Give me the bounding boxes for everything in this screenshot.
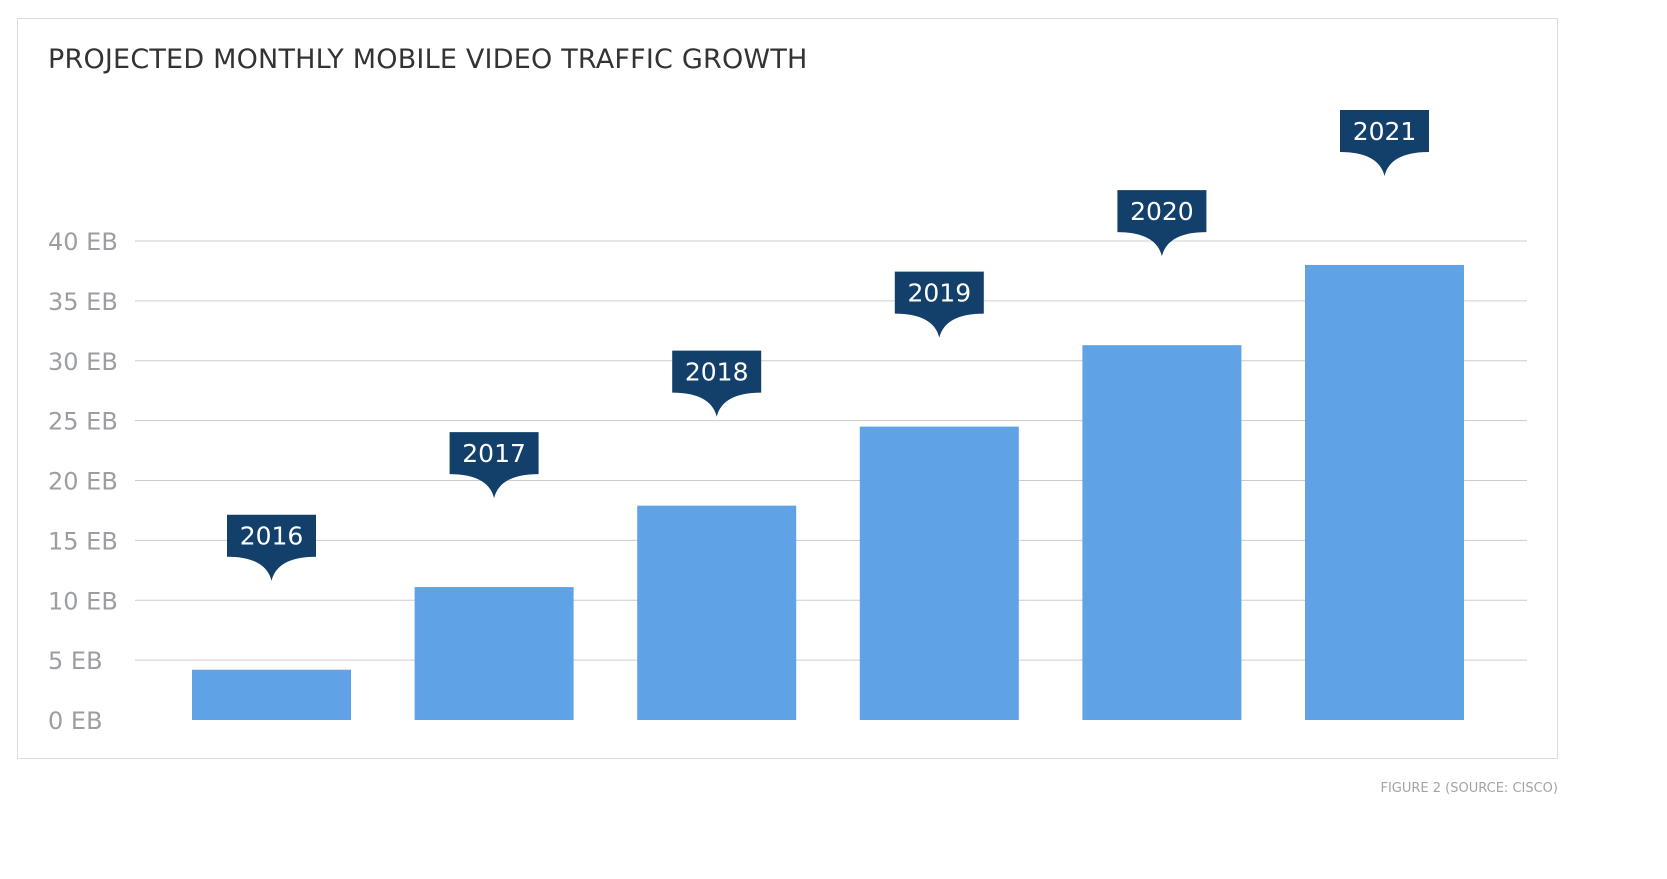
y-tick-label: 0 EB [48, 707, 103, 735]
category-label: 2017 [462, 439, 526, 468]
y-tick-label: 15 EB [48, 527, 118, 555]
callout-box-2019 [894, 271, 984, 338]
callout-box-2021 [1340, 109, 1429, 176]
bar-2019 [859, 426, 1019, 720]
gridlines [135, 240, 1527, 661]
y-axis-ticks: 0 EB 5 EB 10 EB 15 EB 20 EB 25 EB 30 EB 35 EB 40… [48, 228, 118, 735]
bars [192, 264, 1464, 720]
bar-2018 [637, 505, 797, 720]
y-tick-label: 40 EB [48, 228, 118, 256]
bar-2020 [1082, 345, 1242, 720]
figure-caption: FIGURE 2 (SOURCE: CISCO) [1380, 781, 1559, 796]
category-label: 2016 [240, 522, 304, 551]
y-tick-label: 35 EB [48, 288, 118, 316]
bar-2021 [1305, 264, 1464, 720]
category-label: 2020 [1130, 197, 1194, 226]
category-label: 2021 [1353, 117, 1417, 146]
callout-box-2020 [1117, 190, 1207, 257]
y-tick-label: 10 EB [48, 587, 118, 615]
year-callouts: 2016 2017 2018 2019 2020 2021 [227, 109, 1429, 581]
y-tick-label: 20 EB [48, 468, 118, 496]
category-label: 2019 [907, 279, 971, 308]
chart-title: PROJECTED MONTHLY MOBILE VIDEO TRAFFIC G… [48, 44, 808, 75]
y-tick-label: 5 EB [48, 647, 103, 675]
y-tick-label: 25 EB [48, 408, 118, 436]
callout-box-2018 [672, 350, 762, 417]
category-label: 2018 [685, 358, 749, 387]
bar-2016 [192, 669, 351, 720]
callout-box-2016 [227, 514, 316, 581]
y-tick-label: 30 EB [48, 348, 118, 376]
callout-box-2017 [449, 432, 539, 499]
bar-2017 [414, 587, 574, 720]
